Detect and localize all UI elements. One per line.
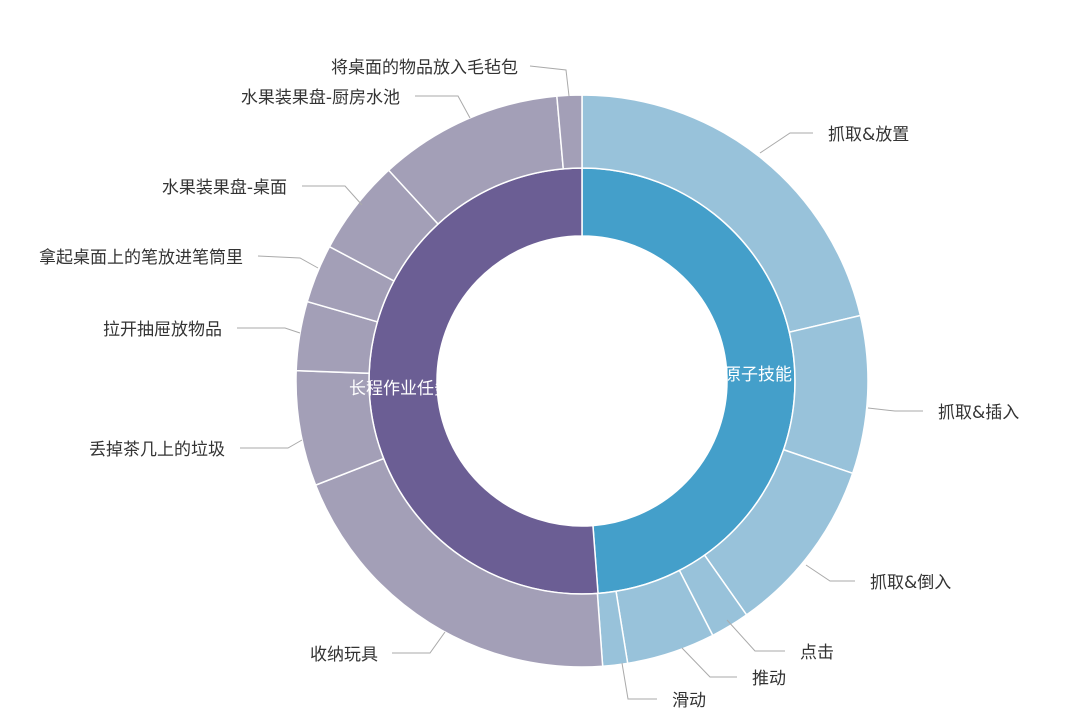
outer-label: 收纳玩具 — [310, 645, 378, 665]
outer-label: 丢掉茶几上的垃圾 — [89, 440, 225, 460]
outer-label: 推动 — [752, 669, 786, 689]
leader-line — [237, 327, 301, 334]
outer-label: 抓取&插入 — [938, 403, 1019, 423]
outer-label: 点击 — [800, 643, 834, 663]
outer-label: 拉开抽屉放物品 — [103, 320, 222, 340]
outer-label: 拿起桌面上的笔放进笔筒里 — [39, 247, 243, 268]
outer-label: 水果装果盘-厨房水池 — [241, 88, 400, 108]
inner-label: 原子技能 — [724, 365, 792, 385]
outer-label: 抓取&放置 — [828, 125, 909, 145]
leader-line — [240, 439, 303, 449]
leader-line — [805, 564, 855, 582]
leader-line — [681, 647, 737, 678]
outer-label: 水果装果盘-桌面 — [162, 178, 287, 198]
leader-line — [257, 255, 319, 269]
leader-line — [415, 95, 471, 119]
outer-segment — [556, 94, 583, 170]
leader-line — [759, 132, 813, 154]
inner-label: 长程作业任务 — [349, 379, 451, 399]
outer-label: 抓取&倒入 — [870, 573, 951, 593]
leader-line — [621, 662, 657, 700]
leader-line — [302, 185, 363, 206]
outer-segment — [782, 314, 869, 475]
outer-label: 将桌面的物品放入毛毡包 — [331, 58, 518, 78]
leader-line — [726, 619, 785, 652]
outer-label: 滑动 — [672, 691, 706, 711]
leader-line — [529, 65, 570, 97]
leader-line — [867, 407, 923, 412]
leader-line — [392, 631, 446, 654]
